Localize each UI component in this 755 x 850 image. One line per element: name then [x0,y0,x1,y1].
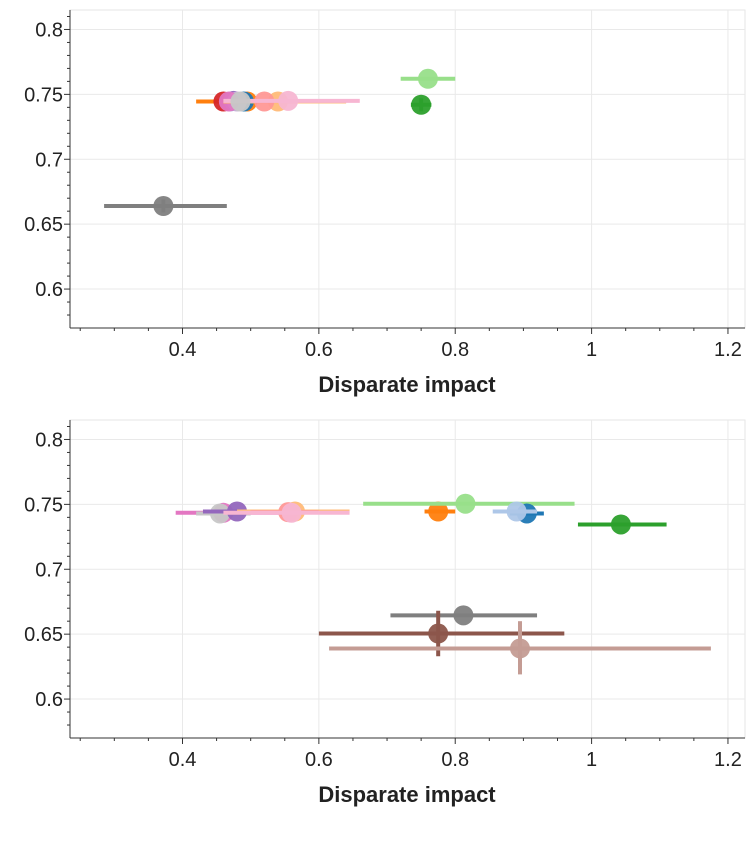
data-point [424,501,456,522]
point-marker [610,514,631,535]
chart-panel-bottom: 0.4 0.6 0.8 1 1.2 0.6 0.65 0.7 0.75 0.8 Disparate … [24,419,746,807]
x-tick-label: 1 [586,749,597,771]
y-tick-label: 0.75 [24,494,63,516]
plot-area [69,9,746,329]
x-tick-label: 0.8 [441,339,469,361]
y-tick-label: 0.65 [24,624,63,646]
point-marker [281,502,302,523]
data-point [492,501,538,522]
y-tick-label: 0.8 [35,19,63,41]
x-tick-label: 0.6 [305,339,333,361]
x-tick-label: 0.6 [305,749,333,771]
point-marker [428,501,449,522]
data-point [400,68,456,89]
data-point [329,621,711,675]
y-tick-label: 0.6 [35,689,63,711]
y-tick-label: 0.75 [24,84,63,106]
x-tick-label: 1 [586,339,597,361]
data-point [104,195,227,216]
x-tick-label: 0.8 [441,749,469,771]
y-tick-label: 0.8 [35,429,63,451]
point-marker [230,91,251,112]
chart-panel-top: 0.4 0.6 0.8 1 1.2 0.6 0.65 0.7 0.75 0.8 Disparate … [24,9,746,397]
point-marker [510,638,530,659]
point-marker [428,623,449,644]
point-marker [453,605,474,626]
x-tick-label: 0.4 [169,339,197,361]
data-point [410,94,432,115]
point-marker [455,493,476,514]
point-marker [411,94,432,115]
data-point [363,493,575,514]
point-marker [278,90,299,111]
point-marker [506,501,527,522]
x-tick-label: 0.4 [169,749,197,771]
data-point [390,605,538,626]
y-tick-label: 0.7 [35,149,63,171]
x-tick-label: 1.2 [714,339,742,361]
y-tick-label: 0.65 [24,214,63,236]
y-tick-label: 0.6 [35,279,63,301]
data-point [223,502,350,523]
x-tick-label: 1.2 [714,749,742,771]
data-point [577,514,667,535]
plot-area [69,419,746,739]
x-axis-title: Disparate impact [318,782,496,807]
point-marker [153,195,174,216]
data-point [230,91,251,112]
y-tick-label: 0.7 [35,559,63,581]
point-marker [417,68,438,89]
x-axis-title: Disparate impact [318,372,496,397]
data-point [318,610,565,657]
